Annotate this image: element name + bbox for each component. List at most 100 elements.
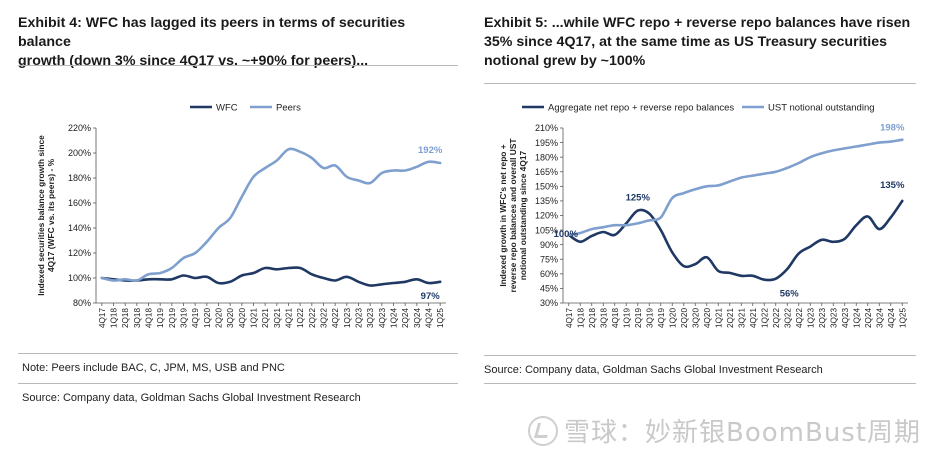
right-line-chart: 30% 45% 60% 75% 90% 105% 120% 135% 150% 165% 180% 1… bbox=[498, 103, 908, 328]
data-label: 125% bbox=[626, 193, 651, 204]
x-tick-label: 3Q21 bbox=[737, 308, 746, 328]
x-tick-label: 2Q24 bbox=[401, 308, 410, 328]
right-title-line3: notional grew by ~100% bbox=[484, 53, 646, 69]
x-tick-label: 3Q24 bbox=[413, 308, 422, 328]
right-chart-title: Exhibit 5: ...while WFC repo + reverse r… bbox=[484, 14, 910, 71]
legend-label: Aggregate net repo + reverse repo balanc… bbox=[548, 103, 734, 114]
x-tick-label: 2Q20 bbox=[680, 308, 689, 328]
x-tick-label: 4Q22 bbox=[795, 308, 804, 328]
x-tick-label: 1Q22 bbox=[296, 308, 305, 328]
x-tick-label: 3Q18 bbox=[133, 308, 142, 328]
y-tick-label: 200% bbox=[68, 148, 91, 158]
y-axis-label: Indexed securities balance growth since bbox=[36, 135, 46, 296]
x-tick-label: 2Q23 bbox=[818, 308, 827, 328]
x-tick-label: 3Q23 bbox=[829, 308, 838, 328]
x-tick-label: 1Q18 bbox=[576, 308, 585, 328]
x-tick-label: 1Q24 bbox=[852, 308, 861, 328]
x-tick-label: 1Q20 bbox=[203, 308, 212, 328]
right-source-rule-bottom bbox=[484, 383, 916, 384]
x-tick-label: 2Q18 bbox=[121, 308, 130, 328]
legend-label: UST notional outstanding bbox=[768, 103, 875, 114]
x-tick-label: 4Q20 bbox=[703, 308, 712, 328]
x-tick-label: 3Q22 bbox=[320, 308, 329, 328]
x-tick-label: 3Q22 bbox=[783, 308, 792, 328]
x-tick-label: 4Q23 bbox=[378, 308, 387, 328]
x-tick-label: 2Q19 bbox=[634, 308, 643, 328]
x-tick-label: 4Q23 bbox=[841, 308, 850, 328]
x-tick-label: 4Q21 bbox=[749, 308, 758, 328]
right-title-rule bbox=[484, 83, 916, 84]
data-label: 100% bbox=[554, 229, 579, 240]
data-label: 97% bbox=[421, 291, 441, 302]
data-label: 56% bbox=[780, 289, 800, 300]
x-tick-label: 4Q18 bbox=[611, 308, 620, 328]
left-title-rule bbox=[18, 65, 458, 66]
x-tick-label: 1Q25 bbox=[898, 308, 907, 328]
left-note-rule bbox=[18, 353, 458, 354]
data-label: 135% bbox=[880, 180, 905, 191]
y-tick-label: 180% bbox=[535, 152, 558, 162]
x-tick-label: 4Q17 bbox=[565, 308, 574, 328]
y-tick-label: 160% bbox=[68, 198, 91, 208]
legend-label: WFC bbox=[216, 103, 238, 114]
y-axis-label: Indexed growth in WFC's net repo + bbox=[498, 144, 508, 286]
data-label: 198% bbox=[880, 123, 905, 134]
x-tick-label: 1Q19 bbox=[156, 308, 165, 328]
x-tick-label: 3Q18 bbox=[599, 308, 608, 328]
x-tick-label: 4Q24 bbox=[887, 308, 896, 328]
right-title-line2: 35% since 4Q17, at the same time as US T… bbox=[484, 34, 887, 50]
x-tick-label: 4Q22 bbox=[331, 308, 340, 328]
x-tick-label: 2Q21 bbox=[726, 308, 735, 328]
x-tick-label: 1Q19 bbox=[622, 308, 631, 328]
y-tick-label: 165% bbox=[535, 167, 558, 177]
right-title-line1: Exhibit 5: ...while WFC repo + reverse r… bbox=[484, 15, 911, 31]
x-tick-label: 4Q19 bbox=[191, 308, 200, 328]
y-tick-label: 180% bbox=[68, 173, 91, 183]
y-axis-label: 4Q17 (WFC vs. its peers) - % bbox=[46, 158, 56, 272]
x-tick-label: 4Q17 bbox=[98, 308, 107, 328]
series-line bbox=[567, 138, 904, 237]
y-tick-label: 30% bbox=[540, 298, 558, 308]
series-line bbox=[100, 147, 442, 282]
x-tick-label: 2Q24 bbox=[864, 308, 873, 328]
y-tick-label: 60% bbox=[540, 269, 558, 279]
x-tick-label: 4Q24 bbox=[425, 308, 434, 328]
left-line-chart: 80%100%120%140%160%180%200%220%4Q17 1Q18 2… bbox=[36, 103, 446, 328]
x-tick-label: 1Q18 bbox=[110, 308, 119, 328]
x-tick-label: 2Q22 bbox=[308, 308, 317, 328]
y-tick-label: 100% bbox=[68, 273, 91, 283]
y-tick-label: 150% bbox=[535, 182, 558, 192]
y-axis-label: notional outstanding since 4Q17 bbox=[518, 150, 528, 280]
x-tick-label: 1Q23 bbox=[806, 308, 815, 328]
x-tick-label: 3Q19 bbox=[645, 308, 654, 328]
y-tick-label: 195% bbox=[535, 138, 558, 148]
series-line bbox=[100, 266, 442, 287]
x-tick-label: 2Q21 bbox=[261, 308, 270, 328]
x-tick-label: 2Q19 bbox=[168, 308, 177, 328]
left-chart-note: Note: Peers include BAC, C, JPM, MS, USB… bbox=[22, 362, 285, 374]
x-tick-label: 4Q18 bbox=[145, 308, 154, 328]
y-tick-label: 80% bbox=[73, 298, 91, 308]
y-tick-label: 45% bbox=[540, 284, 558, 294]
y-tick-label: 75% bbox=[540, 254, 558, 264]
x-tick-label: 1Q25 bbox=[436, 308, 445, 328]
x-tick-label: 1Q24 bbox=[390, 308, 399, 328]
y-tick-label: 90% bbox=[540, 240, 558, 250]
x-tick-label: 3Q20 bbox=[226, 308, 235, 328]
snowball-logo-icon bbox=[528, 416, 558, 446]
x-tick-label: 4Q20 bbox=[238, 308, 247, 328]
y-tick-label: 140% bbox=[68, 223, 91, 233]
legend-label: Peers bbox=[276, 103, 301, 114]
watermark-text: 雪球：妙新银BoomBust周期 bbox=[564, 418, 922, 448]
y-tick-label: 120% bbox=[68, 248, 91, 258]
right-source-rule-top bbox=[484, 355, 916, 356]
y-tick-label: 135% bbox=[535, 196, 558, 206]
x-tick-label: 3Q23 bbox=[366, 308, 375, 328]
x-tick-label: 4Q19 bbox=[657, 308, 666, 328]
right-chart-source: Source: Company data, Goldman Sachs Glob… bbox=[484, 364, 823, 376]
y-axis-label: reverse repo balances and overall UST bbox=[508, 138, 518, 293]
x-tick-label: 4Q21 bbox=[285, 308, 294, 328]
left-title-line1: Exhibit 4: WFC has lagged its peers in t… bbox=[18, 15, 406, 50]
x-tick-label: 3Q20 bbox=[691, 308, 700, 328]
x-tick-label: 1Q21 bbox=[250, 308, 259, 328]
